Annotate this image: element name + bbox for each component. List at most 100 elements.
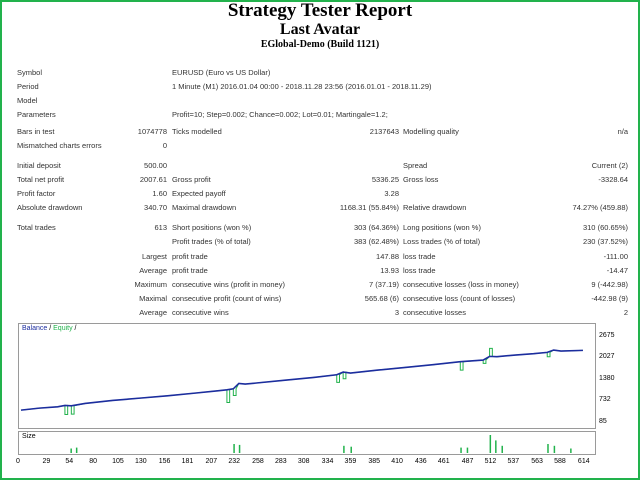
max-consecutive-losses-value: 9 (-442.98) [591, 280, 628, 289]
quality-label: Modelling quality [403, 127, 459, 136]
max-consecutive-losses-label: consecutive losses (loss in money) [403, 280, 519, 289]
loss-trades-label: Loss trades (% of total) [403, 237, 481, 246]
size-bar [501, 445, 503, 453]
net-profit-label: Total net profit [17, 175, 65, 184]
x-tick-label: 563 [531, 458, 543, 465]
bars-value: 1074778 [137, 127, 167, 136]
long-positions-label: Long positions (won %) [403, 223, 481, 232]
x-tick-label: 334 [321, 458, 334, 465]
period-label: Period [17, 82, 39, 91]
maximal-consecutive-profit-value: 565.68 (6) [364, 294, 399, 303]
size-bar [466, 447, 469, 453]
x-tick-label: 156 [158, 458, 171, 465]
x-tick-label: 614 [577, 458, 590, 465]
total-trades-label: Total trades [17, 223, 56, 232]
expert-name: Last Avatar [279, 21, 361, 38]
max-consecutive-wins-label: consecutive wins (profit in money) [172, 280, 285, 289]
parameters-label: Parameters [17, 110, 56, 119]
x-tick-label: 487 [461, 458, 474, 465]
average-loss-value: -14.47 [606, 266, 628, 275]
largest-profit-label: profit trade [172, 252, 208, 261]
x-tick-label: 308 [297, 458, 310, 465]
parameters-value: Profit=10; Step=0.002; Chance=0.002; Lot… [172, 110, 388, 119]
short-positions-label: Short positions (won %) [172, 223, 252, 232]
x-tick-label: 232 [228, 458, 240, 465]
maximum-label: Maximum [134, 280, 167, 289]
x-tick-label: 207 [205, 458, 218, 465]
x-tick-label: 537 [507, 458, 520, 465]
size-chart [18, 431, 596, 455]
maximal-consecutive-profit-label: consecutive profit (count of wins) [172, 294, 282, 303]
x-tick-label: 29 [42, 458, 51, 465]
x-tick-label: 512 [484, 458, 497, 465]
gross-loss-value: -3328.64 [598, 175, 628, 184]
size-bar [570, 448, 572, 453]
x-tick-label: 0 [16, 458, 20, 465]
largest-profit-value: 147.88 [376, 252, 399, 261]
size-bar [460, 447, 462, 453]
expected-payoff-value: 3.28 [384, 189, 399, 198]
legend-equity: Equity [53, 325, 73, 332]
gross-profit-value: 5336.25 [371, 175, 399, 184]
report-title: Strategy Tester Report [227, 0, 413, 21]
average-loss-label: loss trade [403, 266, 436, 275]
max-consecutive-wins-value: 7 (37.19) [368, 280, 399, 289]
avg-consecutive-wins-value: 3 [394, 308, 399, 317]
ticks-label: Ticks modelled [172, 127, 222, 136]
size-bar [495, 440, 497, 453]
profit-trades-label: Profit trades (% of total) [172, 237, 251, 246]
size-bar [238, 444, 241, 453]
equity-line [20, 347, 583, 415]
size-bar [343, 445, 345, 453]
y-tick-label: 732 [599, 396, 611, 404]
y-tick-label: 2027 [599, 353, 615, 361]
size-bar [553, 445, 556, 453]
loss-trades-value: 230 (37.52%) [582, 237, 628, 246]
legend-balance: Balance [22, 325, 48, 332]
legend-end: / [72, 325, 77, 332]
largest-label: Largest [141, 252, 167, 261]
avg-consecutive-wins-label: consecutive wins [172, 308, 229, 317]
average-consecutive-label: Average [139, 308, 167, 317]
y-tick-label: 85 [599, 418, 607, 425]
bars-label: Bars in test [17, 127, 55, 136]
size-bar [547, 444, 549, 453]
period-value: 1 Minute (M1) 2016.01.04 00:00 - 2018.11… [172, 82, 432, 91]
balance-chart [18, 323, 596, 429]
quality-value: n/a [617, 127, 628, 136]
average-profit-label: profit trade [172, 266, 208, 275]
total-trades-value: 613 [154, 223, 167, 232]
balance-chart-svg [20, 347, 583, 415]
avg-consecutive-losses-label: consecutive losses [403, 308, 466, 317]
model-label: Model [17, 96, 38, 105]
average-label: Average [139, 266, 167, 275]
profit-trades-value: 383 (62.48%) [353, 237, 399, 246]
deposit-label: Initial deposit [17, 161, 61, 170]
relative-drawdown-value: 74.27% (459.88) [572, 203, 628, 212]
relative-drawdown-label: Relative drawdown [403, 203, 467, 212]
size-bar [70, 448, 72, 453]
maximal-drawdown-label: Maximal drawdown [172, 203, 237, 212]
ticks-value: 2137643 [369, 127, 399, 136]
maximal-drawdown-value: 1168.31 (55.84%) [339, 203, 399, 212]
chart-legend: Balance / Equity / [22, 325, 77, 332]
x-tick-label: 283 [275, 458, 287, 465]
x-tick-label: 54 [65, 458, 74, 465]
spread-label: Spread [403, 161, 428, 170]
x-tick-label: 181 [181, 458, 194, 465]
mismatch-label: Mismatched charts errors [17, 141, 102, 150]
x-tick-label: 436 [415, 458, 427, 465]
expected-payoff-label: Expected payoff [172, 189, 226, 198]
x-tick-label: 105 [112, 458, 124, 465]
absolute-drawdown-value: 340.70 [144, 203, 167, 212]
x-tick-label: 588 [554, 458, 566, 465]
net-profit-value: 2007.61 [139, 175, 167, 184]
x-tick-label: 410 [391, 458, 403, 465]
y-tick-label: 1380 [599, 374, 615, 382]
x-tick-label: 80 [89, 458, 97, 465]
maximal-label: Maximal [139, 294, 167, 303]
symbol-label: Symbol [17, 68, 43, 77]
x-tick-label: 258 [252, 458, 264, 465]
size-bar [350, 446, 352, 453]
